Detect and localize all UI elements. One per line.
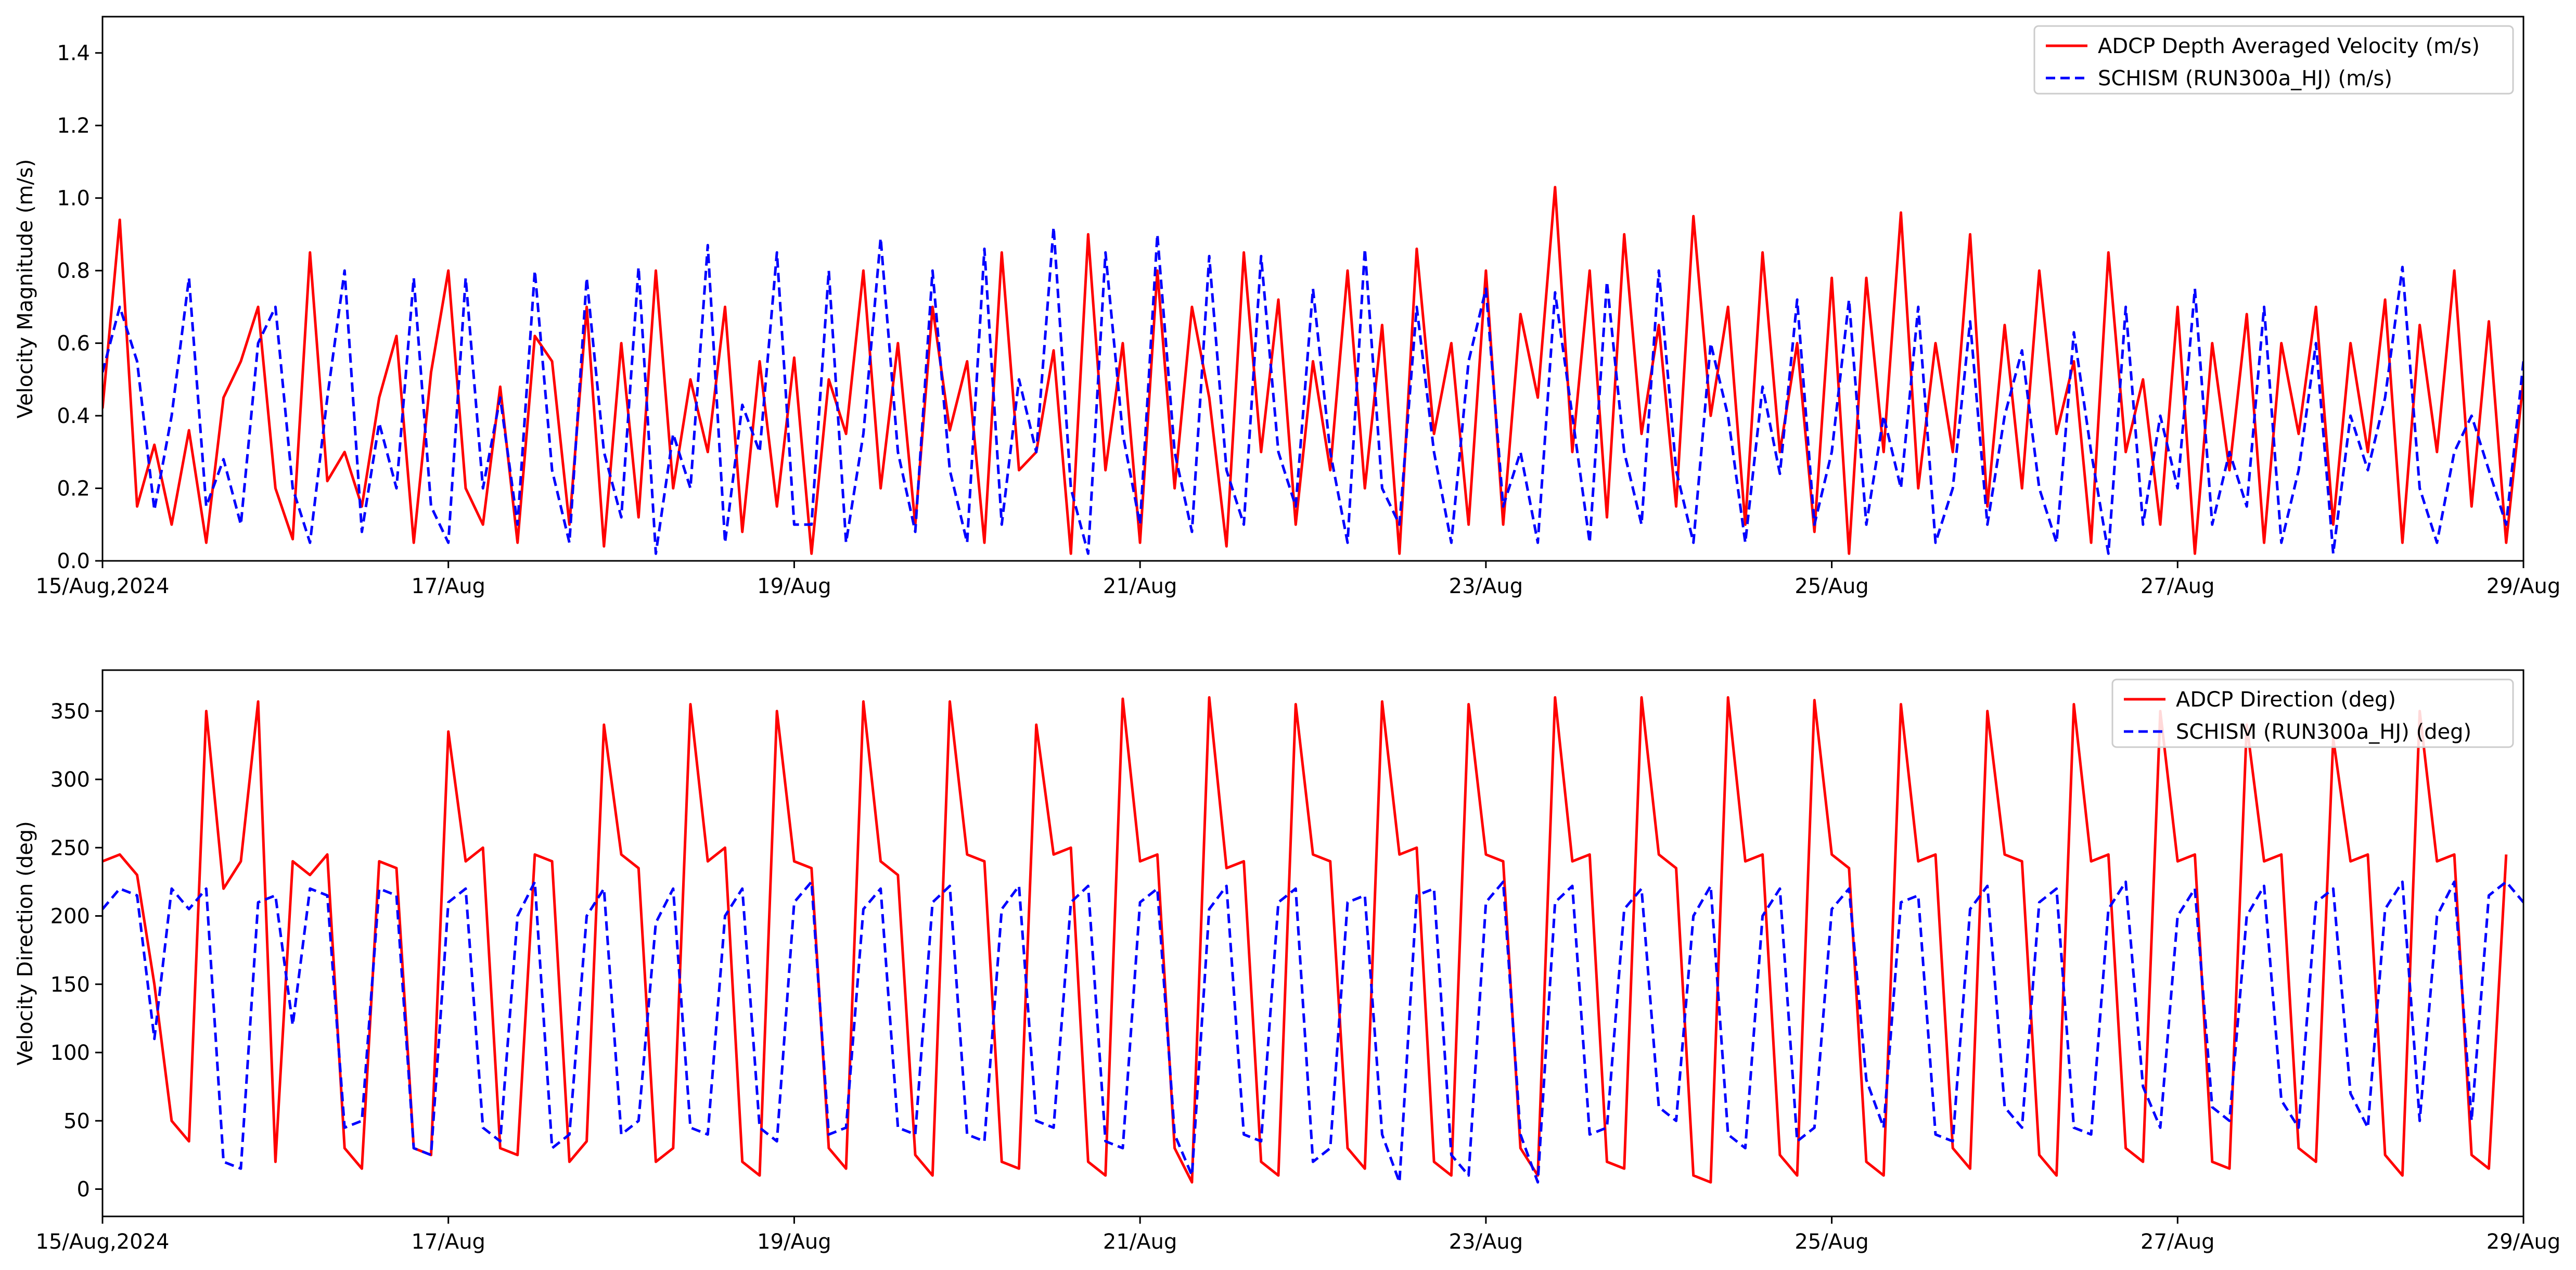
x-tick-label: 15/Aug,2024 bbox=[36, 574, 170, 598]
x-tick-label: 23/Aug bbox=[1449, 1230, 1523, 1254]
y-tick-label: 0.2 bbox=[57, 477, 90, 501]
y-tick-label: 350 bbox=[50, 700, 90, 724]
series-line-schism bbox=[102, 880, 2523, 1184]
series-line-schism bbox=[102, 226, 2523, 555]
y-tick-label: 300 bbox=[50, 768, 90, 792]
x-tick-label: 19/Aug bbox=[757, 574, 831, 598]
x-tick-label: 21/Aug bbox=[1103, 574, 1177, 598]
legend-box bbox=[2033, 25, 2514, 95]
legend-label: ADCP Depth Averaged Velocity (m/s) bbox=[2098, 34, 2480, 58]
legend-box bbox=[2111, 678, 2514, 748]
velocity-direction-y-axis: 0 50 100 150 200 250 300 350 bbox=[50, 700, 102, 1202]
x-tick-label: 15/Aug,2024 bbox=[36, 1230, 170, 1254]
legend-label: SCHISM (RUN300a_HJ) (deg) bbox=[2176, 720, 2471, 744]
velocity-magnitude-x-axis: 15/Aug,2024 17/Aug 19/Aug 21/Aug 23/Aug 25/Au… bbox=[36, 561, 2560, 598]
y-tick-label: 0 bbox=[77, 1178, 90, 1202]
y-tick-label: 1.2 bbox=[57, 114, 90, 138]
x-tick-label: 27/Aug bbox=[2141, 574, 2214, 598]
y-tick-label: 200 bbox=[50, 905, 90, 929]
y-tick-label: 0.0 bbox=[57, 549, 90, 573]
velocity-direction-plot-frame bbox=[101, 669, 2524, 1217]
series-line-adcp bbox=[102, 696, 2508, 1184]
y-tick-label: 100 bbox=[50, 1041, 90, 1065]
velocity-magnitude-series bbox=[102, 186, 2523, 555]
x-tick-label: 29/Aug bbox=[2487, 574, 2560, 598]
x-tick-label: 25/Aug bbox=[1795, 1230, 1868, 1254]
y-tick-label: 50 bbox=[63, 1109, 90, 1133]
velocity-direction-legend: ADCP Direction (deg) SCHISM (RUN300a_HJ) … bbox=[2111, 678, 2514, 748]
x-tick-label: 29/Aug bbox=[2487, 1230, 2560, 1254]
y-tick-label: 1.4 bbox=[57, 42, 90, 66]
x-tick-label: 19/Aug bbox=[757, 1230, 831, 1254]
x-tick-label: 17/Aug bbox=[411, 574, 485, 598]
legend-label: SCHISM (RUN300a_HJ) (m/s) bbox=[2098, 67, 2392, 91]
x-tick-label: 17/Aug bbox=[411, 1230, 485, 1254]
legend-label: ADCP Direction (deg) bbox=[2176, 688, 2396, 712]
velocity-direction-y-axis-label: Velocity Direction (deg) bbox=[14, 821, 37, 1066]
velocity-magnitude-plot-frame bbox=[101, 16, 2524, 562]
velocity-magnitude-legend: ADCP Depth Averaged Velocity (m/s) SCHISM… bbox=[2033, 25, 2514, 95]
x-tick-label: 25/Aug bbox=[1795, 574, 1868, 598]
x-tick-label: 27/Aug bbox=[2141, 1230, 2214, 1254]
y-tick-label: 0.6 bbox=[57, 332, 90, 356]
y-tick-label: 0.8 bbox=[57, 259, 90, 283]
velocity-magnitude-y-axis: 0.0 0.2 0.4 0.6 0.8 1.0 1.2 1.4 bbox=[57, 42, 102, 573]
velocity-magnitude-panel: 0.0 0.2 0.4 0.6 0.8 1.0 1.2 1.4 15/Aug,2024 17/A… bbox=[14, 16, 2560, 598]
y-tick-label: 1.0 bbox=[57, 187, 90, 211]
y-tick-label: 250 bbox=[50, 836, 90, 860]
x-tick-label: 21/Aug bbox=[1103, 1230, 1177, 1254]
velocity-direction-series bbox=[102, 696, 2523, 1184]
y-tick-label: 150 bbox=[50, 973, 90, 997]
y-tick-label: 0.4 bbox=[57, 404, 90, 428]
x-tick-label: 23/Aug bbox=[1449, 574, 1523, 598]
velocity-direction-x-axis: 15/Aug,2024 17/Aug 19/Aug 21/Aug 23/Aug 25/Au… bbox=[36, 1216, 2560, 1254]
velocity-magnitude-y-axis-label: Velocity Magnitude (m/s) bbox=[14, 159, 37, 419]
